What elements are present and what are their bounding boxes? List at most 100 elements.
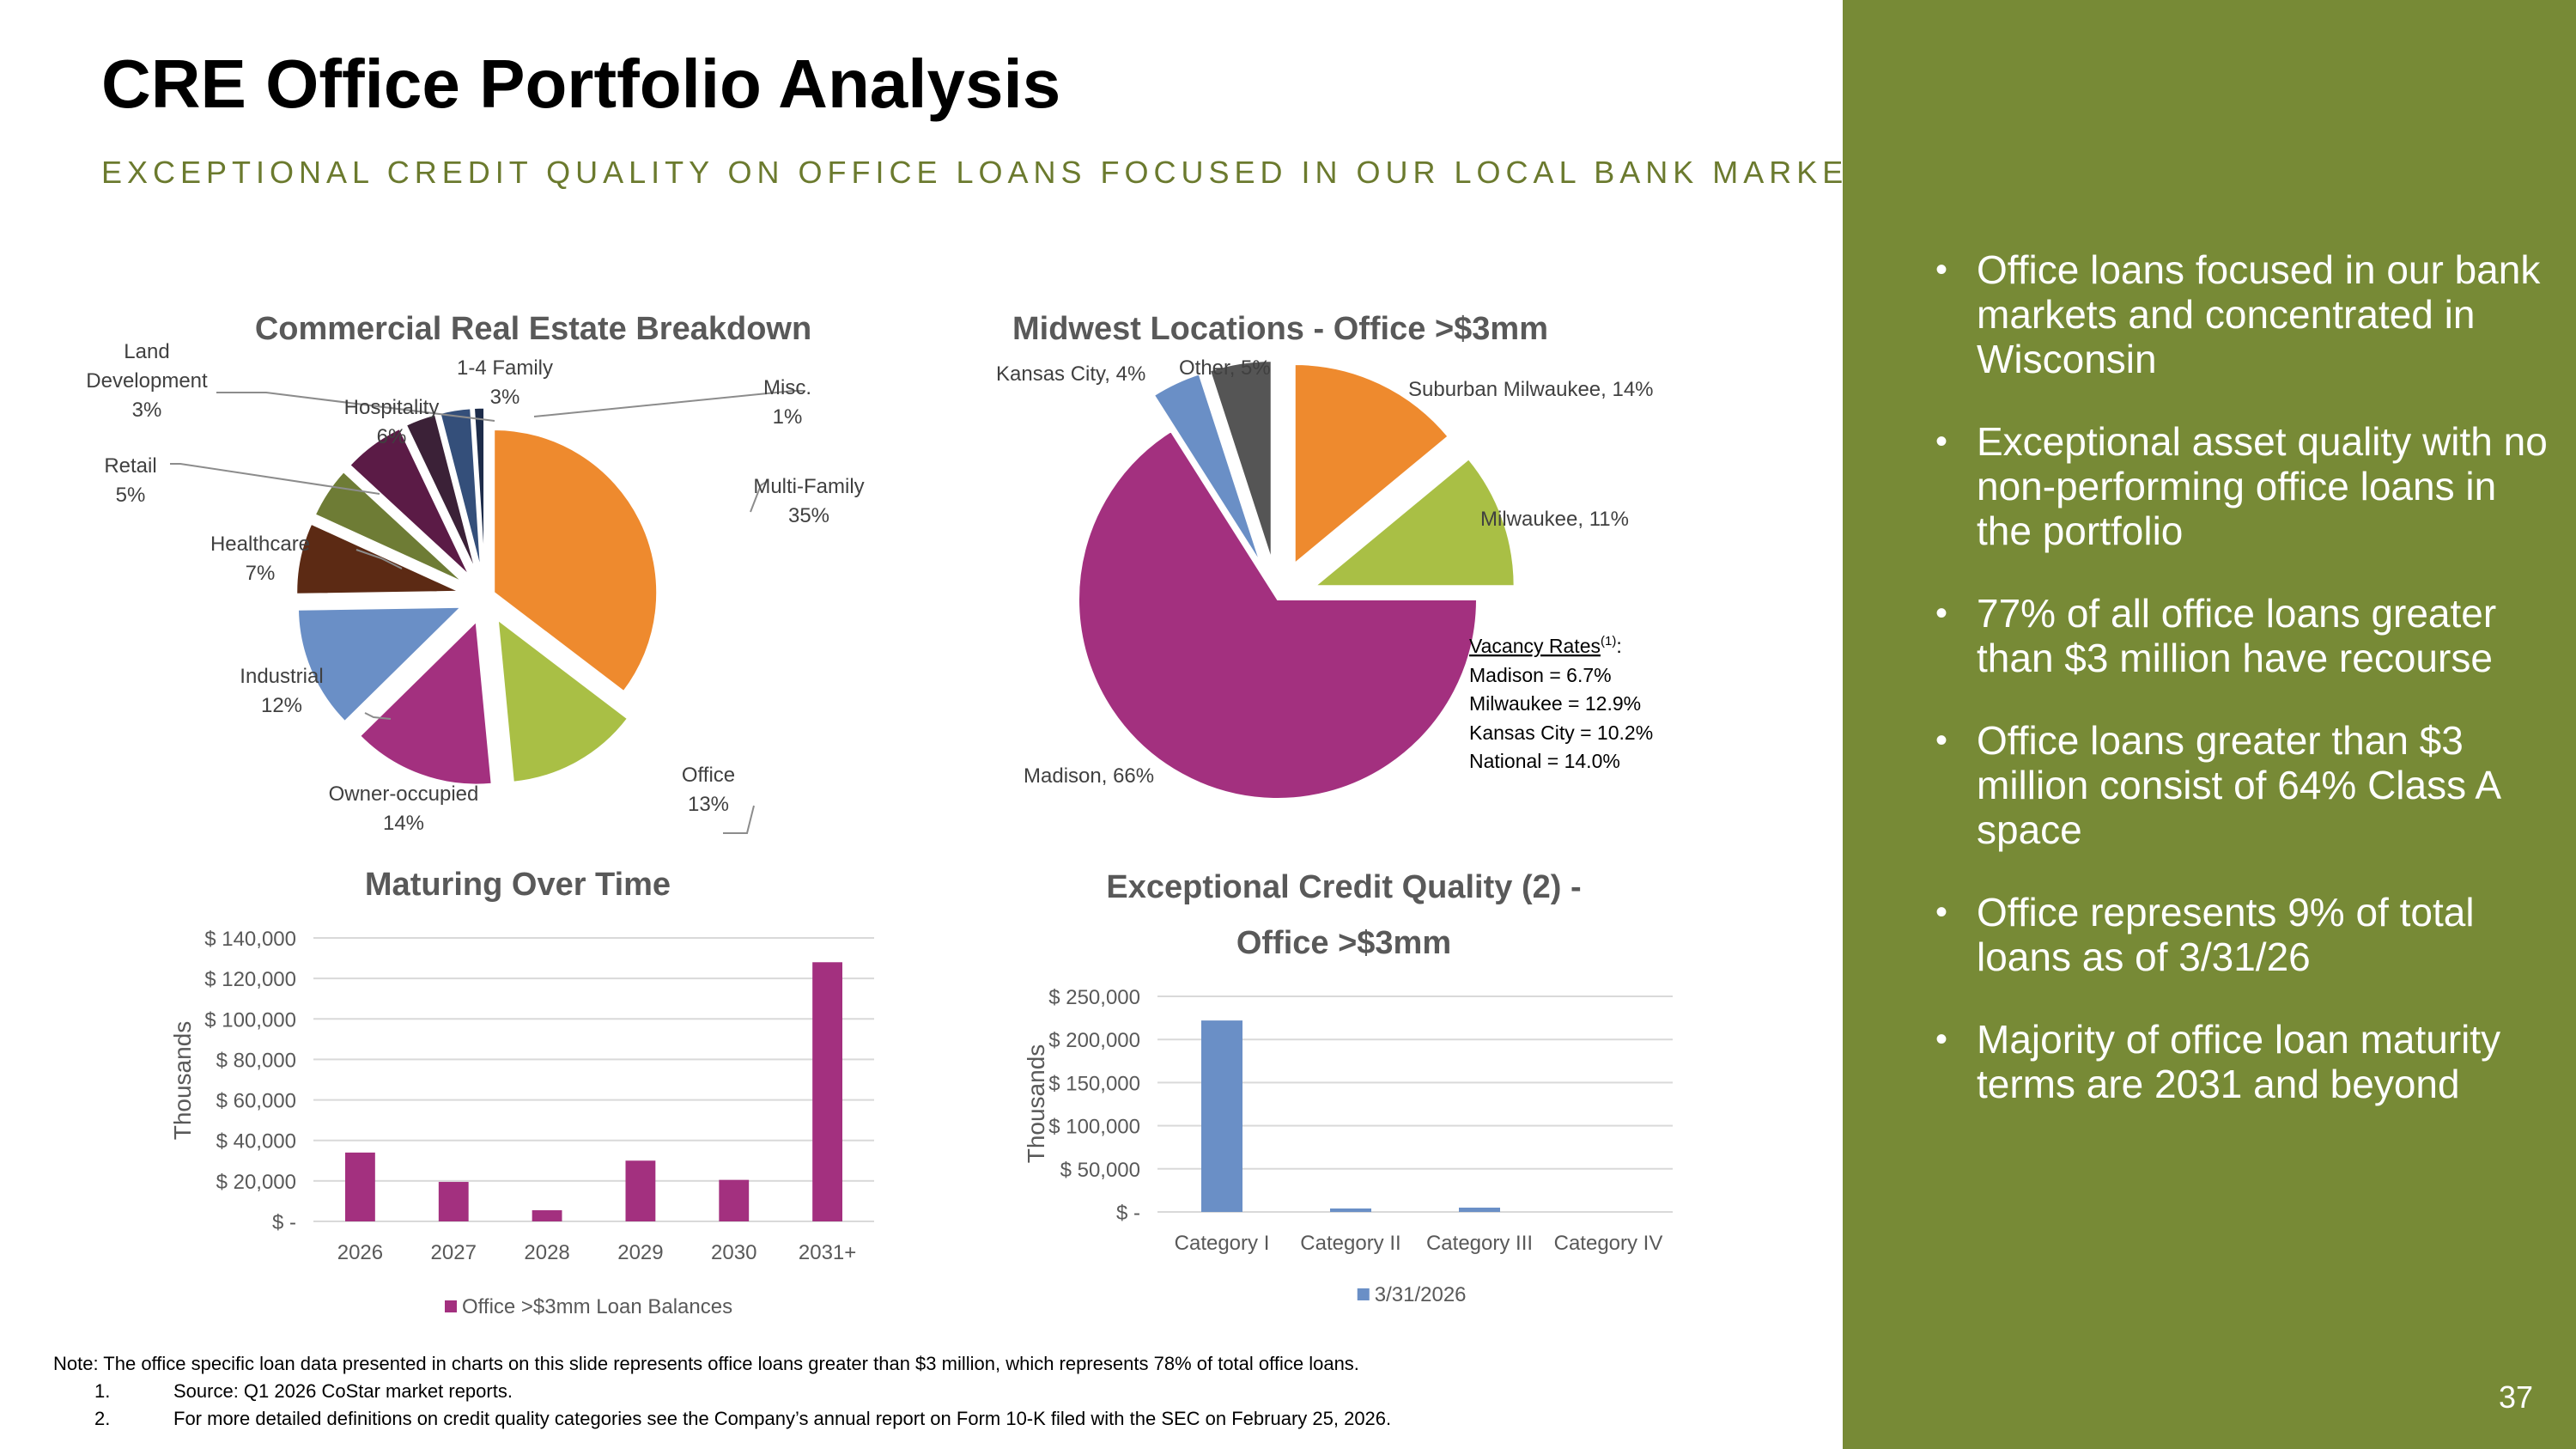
y-axis-label: Thousands	[1023, 1044, 1049, 1164]
pie-slice-multi-family	[493, 428, 659, 693]
footnote-2: 2. For more detailed definitions on credi…	[94, 1408, 1392, 1429]
label-healthcare: Healthcare 7%	[210, 533, 310, 585]
bar-2027	[438, 1182, 469, 1221]
vacancy-line-kansas-city: Kansas City = 10.2%	[1469, 721, 1653, 744]
y-tick-label: $ 40,000	[216, 1130, 296, 1154]
key-point-2: Exceptional asset quality with no non-pe…	[1935, 419, 2554, 553]
bar-2031	[812, 962, 842, 1221]
x-tick-label: Category I	[1175, 1232, 1270, 1255]
key-point-1: Office loans focused in our bank markets…	[1935, 247, 2554, 381]
label-office: Office 13%	[682, 764, 735, 816]
vacancy-line-milwaukee: Milwaukee = 12.9%	[1469, 692, 1641, 715]
pct-land-development: 3%	[132, 399, 162, 422]
y-tick-label: $ 50,000	[1060, 1159, 1140, 1182]
label-land-development: Land Development 3%	[86, 340, 208, 422]
vacancy-heading: Vacancy Rates(1):	[1469, 634, 1622, 657]
bar-category-iii	[1459, 1207, 1500, 1212]
leader-line-healthcare	[355, 549, 403, 569]
legend-label: Office >$3mm Loan Balances	[462, 1295, 732, 1318]
x-tick-label: Category III	[1426, 1232, 1533, 1255]
label-multi-family: Multi-Family 35%	[753, 475, 864, 527]
pie-slice-1-4-family	[439, 407, 483, 572]
credit-quality-bar-chart: Exceptional Credit Quality (2) - Office …	[1023, 869, 1673, 1306]
page-subtitle: EXCEPTIONAL CREDIT QUALITY ON OFFICE LOA…	[101, 155, 1899, 190]
y-tick-label: $ 150,000	[1048, 1072, 1140, 1095]
legend-swatch	[1357, 1288, 1370, 1300]
vacancy-line-national: National = 14.0%	[1469, 750, 1620, 772]
leader-line-land-development	[216, 392, 495, 422]
chart-title: Midwest Locations - Office >$3mm	[1012, 311, 1548, 347]
label-kansas-city: Kansas City, 4%	[996, 362, 1145, 386]
midwest-locations-pie-chart: Midwest Locations - Office >$3mm Kansas …	[996, 311, 1654, 800]
key-point-3: 77% of all office loans greater than $3 …	[1935, 591, 2554, 680]
y-tick-label: $ 140,000	[204, 928, 296, 951]
footnote-1: 1. Source: Q1 2026 CoStar market reports.	[94, 1380, 513, 1402]
pie-slice-healthcare	[295, 522, 460, 595]
pie-slice-suburban-milwaukee	[1293, 363, 1449, 566]
pie-slice-madison	[1078, 429, 1479, 800]
label-misc: Misc. 1%	[763, 376, 811, 429]
y-tick-label: $ 20,000	[216, 1171, 296, 1194]
y-tick-label: $ 80,000	[216, 1049, 296, 1072]
pie-slice-retail	[313, 470, 465, 584]
label-industrial: Industrial 12%	[240, 665, 323, 717]
label-milwaukee: Milwaukee, 11%	[1480, 508, 1629, 531]
page-number: 37	[2499, 1379, 2534, 1415]
bar-category-ii	[1330, 1208, 1371, 1212]
key-point-6: Majority of office loan maturity terms a…	[1935, 1017, 2554, 1106]
y-tick-label: $ -	[1116, 1202, 1140, 1225]
x-tick-label: 2028	[524, 1241, 569, 1264]
page-title: CRE Office Portfolio Analysis	[101, 46, 1061, 122]
pie-slice-misc	[472, 406, 486, 571]
pie-slice-milwaukee	[1312, 457, 1516, 588]
y-tick-label: $ -	[272, 1211, 296, 1234]
chart-title-line-1: Exceptional Credit Quality (2) -	[1106, 869, 1581, 905]
y-tick-label: $ 100,000	[1048, 1116, 1140, 1139]
x-tick-label: 2031+	[799, 1241, 856, 1264]
bar-2026	[345, 1152, 375, 1221]
pie-slice-owner-occupied	[358, 619, 493, 786]
x-tick-label: Category IV	[1554, 1232, 1663, 1255]
y-tick-label: $ 250,000	[1048, 986, 1140, 1009]
cre-breakdown-pie-chart: Commercial Real Estate Breakdown Land Dev…	[86, 311, 864, 835]
bar-2029	[625, 1160, 656, 1221]
y-axis-label: Thousands	[169, 1021, 196, 1141]
x-tick-label: 2026	[337, 1241, 383, 1264]
leader-line-retail	[170, 463, 380, 495]
y-tick-label: $ 120,000	[204, 968, 296, 991]
chart-title-line-2: Office >$3mm	[1236, 925, 1451, 961]
label-hospitality: Hospitality 6%	[344, 396, 440, 448]
y-tick-label: $ 200,000	[1048, 1029, 1140, 1052]
leader-line-industrial	[364, 712, 392, 720]
key-points-list: Office loans focused in our bank markets…	[1935, 247, 2554, 1144]
pie-slice-kansas-city	[1152, 373, 1262, 564]
label-suburban-milwaukee: Suburban Milwaukee, 14%	[1408, 378, 1654, 401]
y-tick-label: $ 100,000	[204, 1008, 296, 1032]
maturing-over-time-bar-chart: Maturing Over Time Thousands $ - $ 20,000…	[169, 867, 874, 1318]
pie-slice-hospitality	[348, 427, 471, 577]
bar-2030	[719, 1179, 750, 1221]
pie-slice-land-development	[404, 413, 477, 573]
leader-line-office	[723, 805, 755, 834]
label-owner-occupied: Owner-occupied 14%	[329, 782, 479, 835]
key-point-4: Office loans greater than $3 million con…	[1935, 718, 2554, 852]
leader-line-misc	[533, 390, 805, 417]
legend-swatch	[445, 1300, 457, 1312]
legend-label: 3/31/2026	[1375, 1283, 1467, 1306]
x-tick-label: 2027	[431, 1241, 477, 1264]
x-tick-label: Category II	[1300, 1232, 1400, 1255]
chart-title: Commercial Real Estate Breakdown	[255, 311, 811, 347]
footnote-note: Note: The office specific loan data pres…	[53, 1353, 1359, 1374]
pie-slice-office	[496, 618, 629, 783]
label-other: Other, 5%	[1179, 356, 1271, 380]
label-madison: Madison, 66%	[1024, 764, 1154, 788]
sidebar-panel: Office loans focused in our bank markets…	[1843, 0, 2576, 1449]
footnotes: Note: The office specific loan data pres…	[53, 1350, 1391, 1433]
vacancy-rates-box: Vacancy Rates(1): Madison = 6.7% Milwauk…	[1469, 634, 1653, 772]
vacancy-line-madison: Madison = 6.7%	[1469, 664, 1612, 686]
x-tick-label: 2030	[711, 1241, 756, 1264]
leader-line-multi-family	[750, 480, 769, 513]
pie-slice-industrial	[296, 606, 464, 723]
bar-category-i	[1201, 1020, 1242, 1212]
x-tick-label: 2029	[617, 1241, 663, 1264]
